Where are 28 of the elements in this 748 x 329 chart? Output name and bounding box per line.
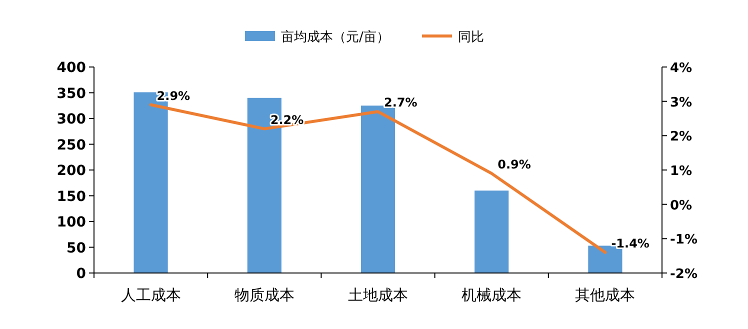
bar xyxy=(360,106,396,273)
y-tick-label: 300 xyxy=(56,112,86,128)
x-tick-label: 其他成本 xyxy=(575,286,636,304)
x-tick-label: 土地成本 xyxy=(348,286,408,304)
y-tick-label: 200 xyxy=(56,163,86,179)
y-tick-label: 100 xyxy=(56,214,86,230)
y2-tick-label: -1% xyxy=(670,232,698,248)
y2-tick-label: 3% xyxy=(670,95,692,110)
bar xyxy=(474,190,509,273)
y-tick-label: 350 xyxy=(56,86,86,102)
y-tick-label: 0 xyxy=(76,266,86,282)
y-tick-label: 400 xyxy=(56,60,86,76)
data-label: 2.7% xyxy=(384,96,418,110)
x-tick-label: 物质成本 xyxy=(234,286,294,304)
y2-tick-label: 1% xyxy=(670,164,692,179)
y2-tick-label: 2% xyxy=(670,130,692,145)
y-tick-label: 150 xyxy=(56,188,86,205)
x-tick-label: 机械成本 xyxy=(462,286,522,304)
data-label: 0.9% xyxy=(498,157,531,172)
legend-label: 同比 xyxy=(458,30,484,45)
legend-label: 亩均成本（元/亩） xyxy=(281,29,390,45)
y2-tick-label: -2% xyxy=(670,267,698,282)
data-label: -1.4% xyxy=(611,236,650,250)
y2-tick-label: 0% xyxy=(670,198,692,214)
y-tick-label: 250 xyxy=(56,137,86,154)
y2-tick-label: 4% xyxy=(670,61,692,76)
x-tick-label: 人工成本 xyxy=(120,286,181,304)
y-tick-label: 50 xyxy=(66,240,86,256)
